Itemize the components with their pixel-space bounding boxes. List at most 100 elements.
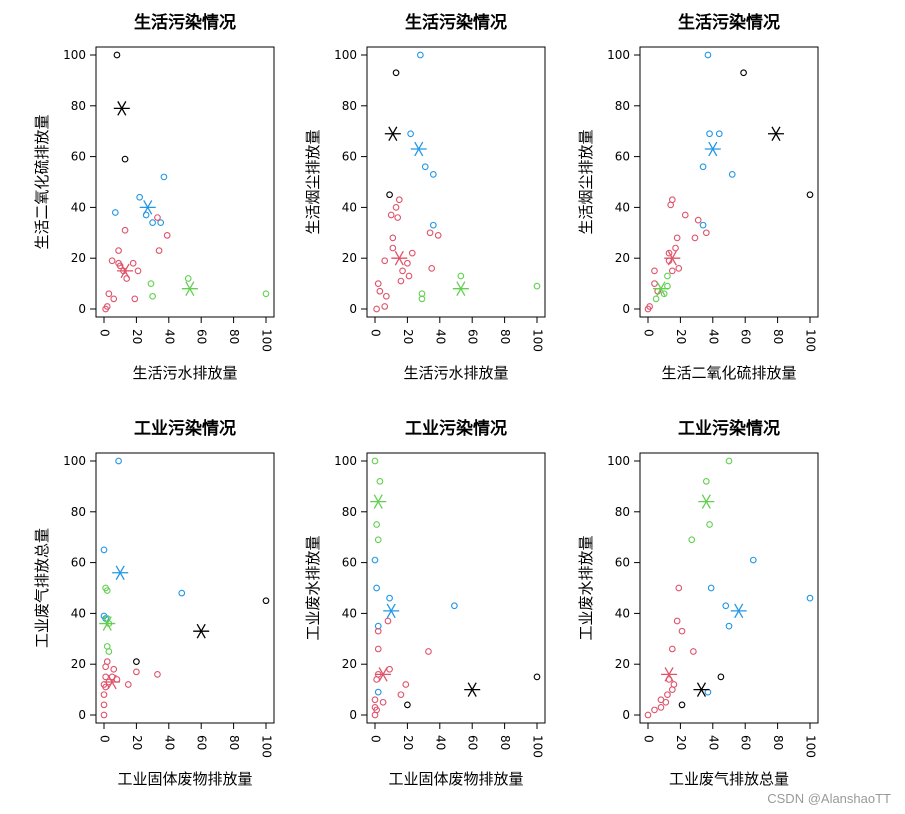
y-tick-label: 20 — [71, 251, 86, 265]
data-point — [184, 275, 192, 282]
scatter-panel-2: 生活污染情况 0 20 40 60 80 100 0 20 40 60 80 100 生活污水排放量 生活烟… — [304, 12, 546, 382]
data-point — [384, 617, 392, 625]
y-tick-label: 100 — [334, 454, 357, 468]
data-point — [399, 267, 406, 275]
cluster-center — [117, 263, 134, 279]
data-point — [806, 594, 814, 602]
y-axis-label: 生活烟尘排放量 — [304, 129, 322, 234]
x-tick-label: 60 — [195, 735, 209, 750]
x-axis-label: 工业固体废物排放量 — [388, 770, 523, 788]
data-point — [371, 696, 379, 704]
data-point — [657, 704, 665, 711]
cluster-center — [104, 674, 121, 690]
x-tick-label: 100 — [531, 329, 545, 352]
data-point — [262, 290, 270, 298]
data-point — [386, 594, 393, 602]
data-point — [163, 231, 171, 239]
y-tick-label: 20 — [342, 251, 357, 265]
data-point — [131, 295, 139, 303]
y-tick-label: 20 — [615, 251, 630, 265]
y-tick-label: 80 — [615, 505, 630, 519]
data-point — [706, 521, 713, 528]
x-tick-label: 20 — [130, 329, 144, 344]
data-point — [376, 477, 384, 485]
x-tick-label: 60 — [739, 735, 753, 750]
scatter-panel-1: 生活污染情况 0 20 40 60 80 100 0 20 40 60 80 100 生活污水排放量 生活二… — [33, 12, 275, 382]
y-axis-label: 生活烟尘排放量 — [577, 129, 595, 234]
data-point — [103, 303, 111, 310]
x-tick-label: 100 — [260, 735, 274, 758]
data-point — [100, 546, 108, 554]
data-point — [707, 584, 715, 592]
data-point — [123, 275, 131, 282]
y-axis-label: 工业废水排放量 — [304, 535, 322, 640]
x-tick-label: 40 — [433, 329, 447, 344]
data-point — [646, 303, 653, 310]
cluster-center — [464, 682, 481, 697]
data-point — [371, 457, 379, 465]
data-point — [702, 477, 710, 485]
y-tick-label: 100 — [63, 454, 86, 468]
y-tick-label: 20 — [615, 657, 630, 671]
x-tick-label: 0 — [642, 735, 656, 743]
data-point — [749, 556, 757, 564]
data-point — [374, 280, 382, 287]
data-point — [668, 645, 676, 653]
data-point — [157, 219, 165, 226]
x-axis-label: 工业固体废物排放量 — [117, 770, 252, 788]
data-point — [704, 51, 712, 59]
y-tick-label: 80 — [71, 99, 86, 113]
x-tick-label: 40 — [162, 735, 176, 750]
data-point — [425, 648, 432, 655]
data-point — [418, 290, 426, 298]
plot-frame — [366, 452, 546, 724]
y-tick-label: 20 — [71, 657, 86, 671]
data-point — [392, 69, 400, 77]
data-point — [115, 247, 122, 254]
y-tick-label: 0 — [78, 302, 86, 316]
data-point — [673, 617, 681, 625]
cluster-center — [410, 141, 427, 157]
scatter-panel-3: 生活污染情况 0 20 40 60 80 100 0 20 40 60 80 100 生活二氧化硫排放量 生… — [577, 12, 819, 382]
data-point — [115, 457, 122, 465]
y-tick-label: 40 — [342, 606, 357, 620]
data-point — [382, 292, 390, 300]
x-tick-label: 60 — [739, 329, 753, 344]
plot-frame — [639, 452, 819, 724]
y-tick-label: 0 — [622, 302, 630, 316]
cluster-center — [181, 281, 198, 296]
data-point — [105, 648, 113, 655]
y-tick-label: 60 — [615, 150, 630, 164]
data-point — [397, 277, 405, 285]
cluster-center — [99, 616, 116, 631]
data-point — [374, 627, 382, 635]
x-tick-label: 20 — [401, 735, 415, 750]
y-tick-label: 40 — [71, 200, 86, 214]
plot-frame — [95, 452, 275, 724]
x-axis-label: 工业废气排放总量 — [669, 770, 789, 788]
x-tick-label: 0 — [642, 329, 656, 337]
data-point — [668, 196, 676, 204]
data-point — [706, 130, 713, 138]
scatter-panel-4: 工业污染情况 0 20 40 60 80 100 0 20 40 60 80 100 工业固体废物排放量 工… — [33, 418, 275, 788]
x-tick-label: 40 — [706, 329, 720, 344]
data-point — [136, 193, 143, 201]
cluster-center — [383, 603, 400, 619]
x-tick-label: 40 — [162, 329, 176, 344]
chart-title: 生活污染情况 — [678, 12, 780, 33]
y-tick-label: 0 — [622, 708, 630, 722]
data-point — [376, 287, 384, 295]
data-point — [386, 191, 393, 199]
data-point — [670, 681, 678, 688]
data-point — [678, 627, 686, 635]
data-point — [725, 622, 733, 630]
data-point — [110, 665, 118, 673]
data-point — [379, 698, 387, 706]
data-point — [681, 211, 689, 219]
data-point — [699, 221, 707, 229]
plot-frame — [366, 46, 546, 318]
chart-title: 生活污染情况 — [405, 12, 507, 33]
cluster-center — [767, 126, 784, 142]
cluster-center — [112, 565, 129, 581]
x-tick-label: 20 — [401, 329, 415, 344]
